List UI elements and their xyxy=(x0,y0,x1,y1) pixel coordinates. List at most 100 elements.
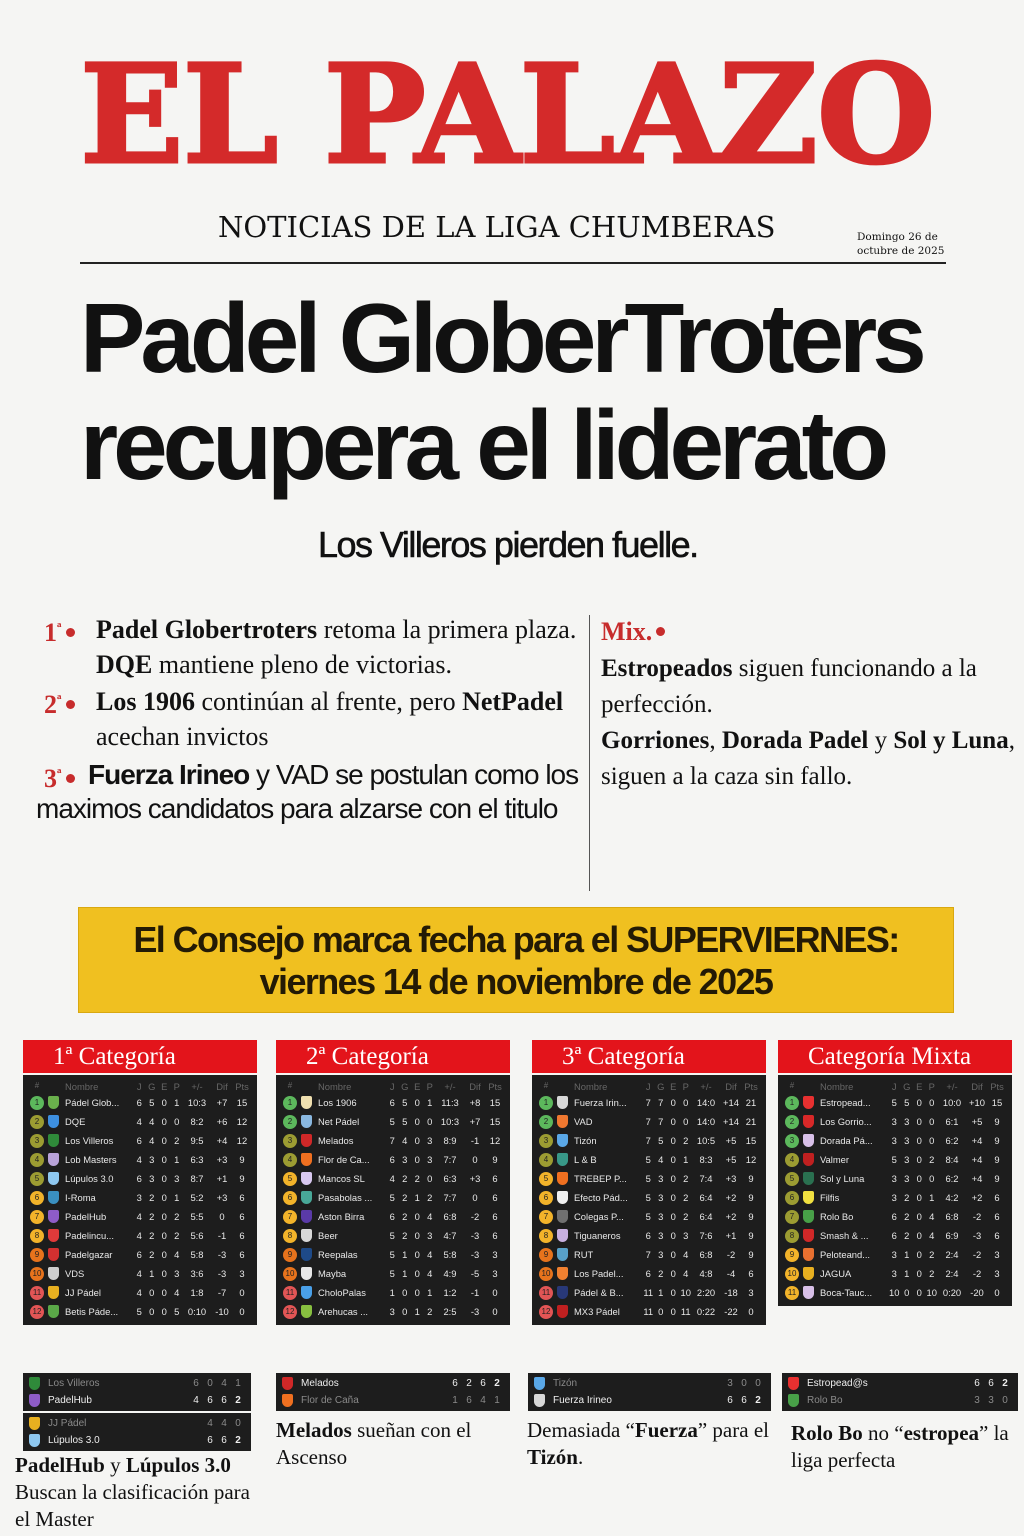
team-name[interactable]: Mayba xyxy=(318,1268,347,1279)
team-name[interactable]: Pádel Glob... xyxy=(65,1097,120,1108)
team-name[interactable]: L & B xyxy=(574,1154,597,1165)
team-crest-icon xyxy=(29,1394,40,1407)
team-name[interactable]: RUT xyxy=(574,1249,594,1260)
rank-badge: 9 xyxy=(30,1247,44,1262)
team-name[interactable]: TREBEP P... xyxy=(574,1173,627,1184)
team-name[interactable]: Melados xyxy=(318,1135,354,1146)
stat-dif: -1 xyxy=(217,1230,227,1241)
stat-p: 1 xyxy=(683,1154,689,1165)
team-name[interactable]: Los 1906 xyxy=(318,1097,357,1108)
team-name[interactable]: Pádel & B... xyxy=(574,1287,624,1298)
stat-dif: +4 xyxy=(216,1135,228,1146)
team-name[interactable]: Smash & ... xyxy=(820,1230,869,1241)
stat-j: 6 xyxy=(891,1211,897,1222)
team-name[interactable]: VDS xyxy=(65,1268,85,1279)
team-crest-icon xyxy=(803,1286,814,1299)
stat-pts: 15 xyxy=(489,1097,501,1108)
text-segment: sueñan con el Ascenso xyxy=(276,1418,472,1469)
team-name[interactable]: CholoPalas xyxy=(318,1287,366,1298)
stat-p: 4 xyxy=(427,1268,433,1279)
team-name[interactable]: Estropead... xyxy=(820,1097,871,1108)
stat-j: 4 xyxy=(136,1116,142,1127)
team-name[interactable]: Filfis xyxy=(820,1192,840,1203)
team-name[interactable]: Dorada Pá... xyxy=(820,1135,873,1146)
text-segment: PadelHub xyxy=(15,1453,105,1477)
team-name[interactable]: Betis Páde... xyxy=(65,1306,119,1317)
stat-pts: 9 xyxy=(994,1154,1000,1165)
stat-p: 1 xyxy=(174,1154,180,1165)
col-p: P xyxy=(682,1080,689,1092)
team-name[interactable]: Los Padel... xyxy=(574,1268,624,1279)
team-crest-icon xyxy=(48,1134,59,1147)
team-name[interactable]: Colegas P... xyxy=(574,1211,624,1222)
team-name[interactable]: Sol y Luna xyxy=(820,1173,865,1184)
rank-badge: 1 xyxy=(30,1095,44,1110)
col-dif: Dif xyxy=(971,1080,983,1092)
team-name[interactable]: Beer xyxy=(318,1230,338,1241)
stat-j: 3 xyxy=(891,1135,897,1146)
stat-pts: 12 xyxy=(489,1135,501,1146)
table-row: 7 PadelHub 4 2 0 2 5:5 0 6 xyxy=(27,1207,254,1226)
stat-j: 4 xyxy=(136,1268,142,1279)
team-name[interactable]: Lúpulos 3.0 xyxy=(65,1173,114,1184)
team-name[interactable]: Net Pádel xyxy=(318,1116,360,1127)
team-name[interactable]: Pasabolas ... xyxy=(318,1192,373,1203)
team-name[interactable]: Mancos SL xyxy=(318,1173,365,1184)
stat-p: 2 xyxy=(683,1135,689,1146)
team-name[interactable]: Valmer xyxy=(820,1154,849,1165)
stat-pts: 3 xyxy=(492,1268,498,1279)
table-row: 1 Los 1906 6 5 0 1 11:3 +8 15 xyxy=(280,1093,507,1112)
stat-dif: -10 xyxy=(215,1306,229,1317)
col-pts: Pts xyxy=(990,1080,1004,1092)
team-name[interactable]: JAGUA xyxy=(820,1268,852,1279)
team-name[interactable]: VAD xyxy=(574,1116,593,1127)
stat-dif: +2 xyxy=(725,1192,737,1203)
stat-e: 0 xyxy=(670,1192,676,1203)
team-name[interactable]: Efecto Pád... xyxy=(574,1192,628,1203)
team-name[interactable]: Reepalas xyxy=(318,1249,358,1260)
team-name[interactable]: DQE xyxy=(65,1116,86,1127)
rank-badge: 9 xyxy=(539,1247,553,1262)
team-name[interactable]: Peloteand... xyxy=(820,1249,871,1260)
match-card: Tizón 3 0 0 Fuerza Irineo 6 6 2 xyxy=(528,1373,771,1411)
team-name[interactable]: I-Roma xyxy=(65,1192,96,1203)
rank-badge: 4 xyxy=(539,1152,553,1167)
team-crest-icon xyxy=(803,1153,814,1166)
masthead-rule xyxy=(80,262,946,264)
rank-badge: 5 xyxy=(30,1171,44,1186)
stat-dif: -3 xyxy=(470,1306,480,1317)
team-name[interactable]: Boca-Tauc... xyxy=(820,1287,873,1298)
team-name[interactable]: Aston Birra xyxy=(318,1211,365,1222)
team-crest-icon xyxy=(48,1115,59,1128)
team-name[interactable]: JJ Pádel xyxy=(65,1287,101,1298)
bullet-dot xyxy=(65,628,75,637)
stat-+/-: 8:4 xyxy=(945,1154,959,1165)
col-j: J xyxy=(389,1080,395,1092)
stat-dif: +5 xyxy=(725,1135,737,1146)
team-name[interactable]: Lob Masters xyxy=(65,1154,117,1165)
stat-j: 4 xyxy=(136,1287,142,1298)
team-name[interactable]: Padelincu... xyxy=(65,1230,114,1241)
team-name[interactable]: Arehucas ... xyxy=(318,1306,369,1317)
stat-dif: +5 xyxy=(971,1116,983,1127)
team-name[interactable]: Los Villeros xyxy=(65,1135,114,1146)
category-1: 1ª Categoría # Nombre J G E P +/- Dif Pts 1 Pádel G… xyxy=(23,1040,257,1325)
team-name[interactable]: Flor de Ca... xyxy=(318,1154,370,1165)
table-header: # Nombre J G E P +/- Dif Pts xyxy=(536,1079,763,1093)
team-name[interactable]: MX3 Pádel xyxy=(574,1306,620,1317)
team-name[interactable]: Rolo Bo xyxy=(820,1211,854,1222)
team-name[interactable]: Tiguaneros xyxy=(574,1230,621,1241)
stat-p: 2 xyxy=(427,1192,433,1203)
team-name: JJ Pádel xyxy=(48,1418,87,1429)
team-crest-icon xyxy=(301,1267,312,1280)
text-segment: y xyxy=(104,1453,126,1477)
team-name[interactable]: Tizón xyxy=(574,1135,597,1146)
stat-e: 0 xyxy=(414,1097,420,1108)
team-name[interactable]: Fuerza Irin... xyxy=(574,1097,627,1108)
stat-e: 0 xyxy=(161,1135,167,1146)
team-name[interactable]: Los Gorrio... xyxy=(820,1116,872,1127)
team-name[interactable]: PadelHub xyxy=(65,1211,107,1222)
team-name[interactable]: Padelgazar xyxy=(65,1249,113,1260)
col-g: G xyxy=(148,1080,156,1092)
team-crest-icon xyxy=(48,1191,59,1204)
